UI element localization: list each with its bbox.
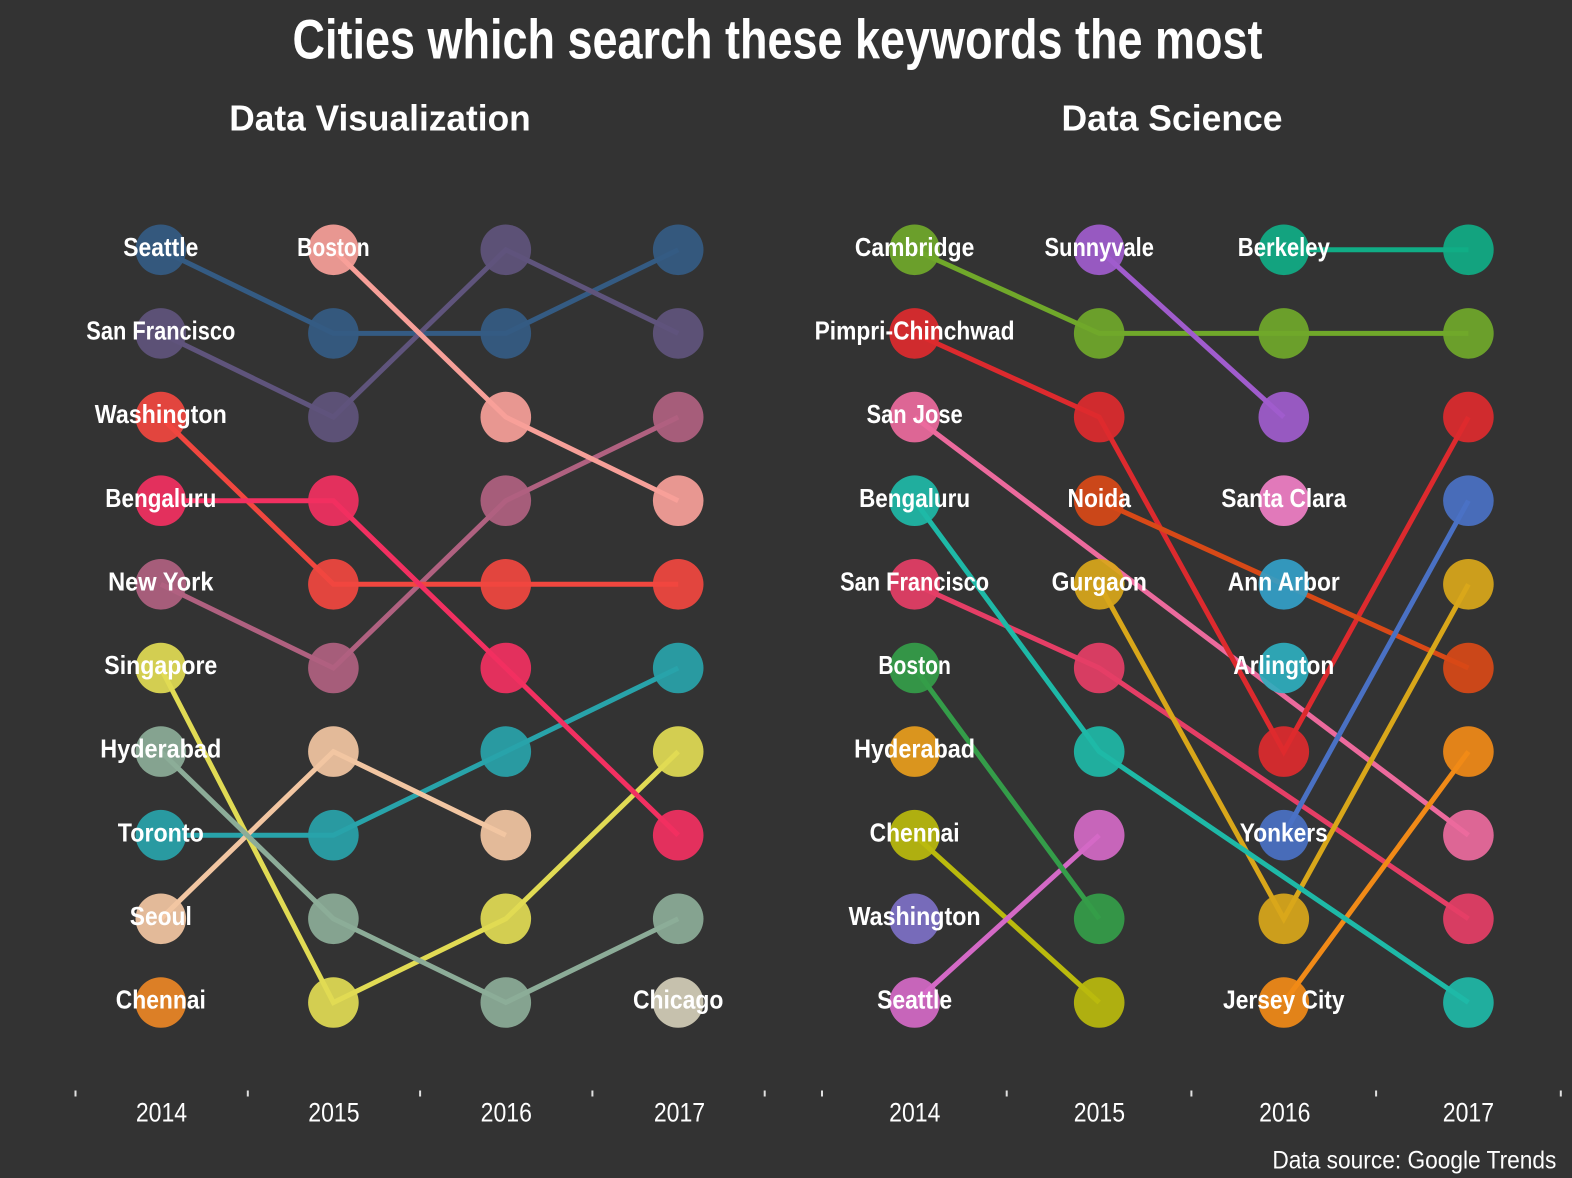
svg-text:New York: New York [108, 566, 214, 596]
svg-text:Ann Arbor: Ann Arbor [1228, 566, 1340, 596]
svg-text:Cambridge: Cambridge [855, 232, 974, 262]
svg-text:2017: 2017 [654, 1097, 705, 1127]
svg-text:Data Visualization: Data Visualization [229, 98, 531, 139]
svg-text:Arlington: Arlington [1233, 650, 1334, 680]
svg-text:Yonkers: Yonkers [1240, 817, 1328, 847]
svg-text:Washington: Washington [95, 399, 227, 429]
svg-text:Data Science: Data Science [1062, 98, 1283, 139]
svg-text:Boston: Boston [878, 650, 951, 680]
svg-text:San Jose: San Jose [867, 399, 963, 429]
svg-text:Berkeley: Berkeley [1238, 232, 1331, 262]
svg-text:Bengaluru: Bengaluru [859, 483, 970, 513]
svg-text:Toronto: Toronto [118, 817, 204, 847]
svg-text:Seattle: Seattle [877, 985, 952, 1015]
svg-text:2014: 2014 [136, 1097, 187, 1127]
svg-text:Chicago: Chicago [633, 985, 724, 1015]
svg-text:2016: 2016 [1259, 1097, 1310, 1127]
svg-text:Cities which search these keyw: Cities which search these keywords the m… [293, 8, 1263, 71]
svg-text:Hyderabad: Hyderabad [100, 734, 221, 764]
svg-text:2015: 2015 [308, 1097, 359, 1127]
svg-text:Data source: Google Trends: Data source: Google Trends [1272, 1147, 1556, 1175]
svg-text:San Francisco: San Francisco [86, 316, 235, 346]
svg-text:Chennai: Chennai [870, 817, 960, 847]
svg-text:Boston: Boston [297, 232, 370, 262]
svg-text:Noida: Noida [1068, 483, 1132, 513]
svg-text:Bengaluru: Bengaluru [105, 483, 216, 513]
svg-text:Washington: Washington [849, 901, 981, 931]
svg-text:2016: 2016 [481, 1097, 532, 1127]
svg-text:Pimpri-Chinchwad: Pimpri-Chinchwad [815, 316, 1015, 346]
svg-text:Sunnyvale: Sunnyvale [1045, 232, 1154, 262]
svg-text:San Francisco: San Francisco [840, 566, 989, 596]
svg-text:2014: 2014 [889, 1097, 940, 1127]
svg-text:Gurgaon: Gurgaon [1052, 566, 1147, 596]
svg-text:2015: 2015 [1074, 1097, 1125, 1127]
svg-text:2017: 2017 [1443, 1097, 1494, 1127]
svg-text:Seattle: Seattle [123, 232, 198, 262]
svg-text:Hyderabad: Hyderabad [854, 734, 975, 764]
svg-text:Santa Clara: Santa Clara [1221, 483, 1346, 513]
svg-text:Chennai: Chennai [116, 985, 206, 1015]
svg-text:Jersey City: Jersey City [1223, 985, 1345, 1015]
svg-text:Singapore: Singapore [104, 650, 217, 680]
svg-text:Seoul: Seoul [130, 901, 192, 931]
